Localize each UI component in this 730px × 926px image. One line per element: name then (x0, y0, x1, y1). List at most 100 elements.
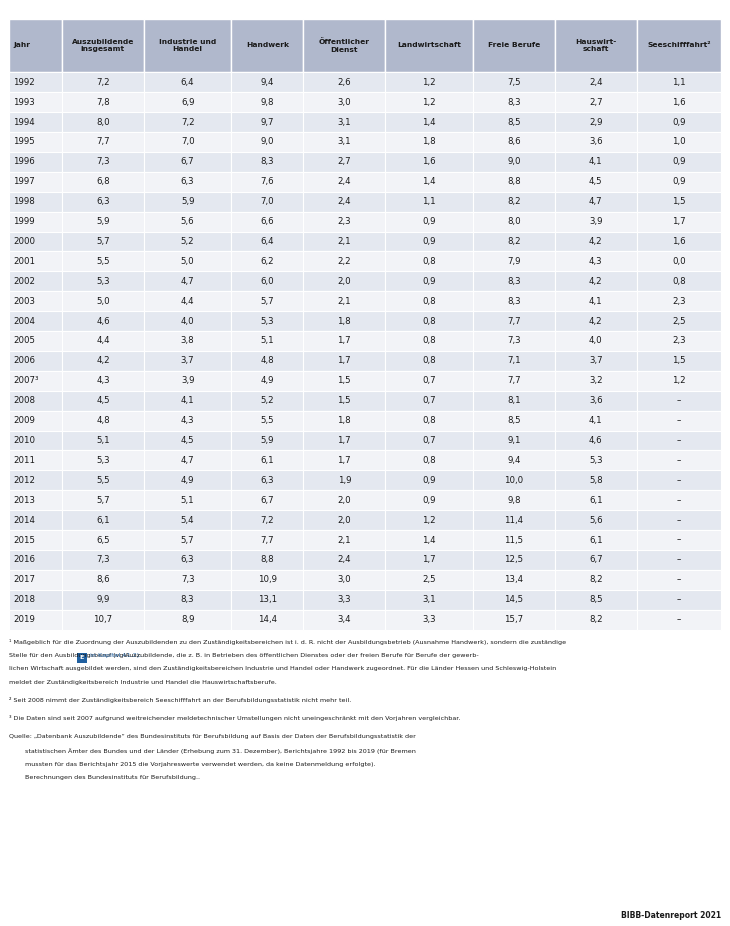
Text: 2,1: 2,1 (337, 535, 351, 544)
Bar (62, 112, 144, 131)
Bar (385, 411, 473, 431)
Bar (9, 291, 62, 311)
Text: 1,2: 1,2 (422, 516, 436, 525)
Text: 0,9: 0,9 (672, 177, 685, 186)
Text: 4,3: 4,3 (96, 376, 109, 385)
Text: 8,1: 8,1 (507, 396, 520, 406)
Bar (303, 72, 385, 93)
Text: 1995: 1995 (13, 137, 35, 146)
Text: Hauswirt-
schaft: Hauswirt- schaft (575, 39, 616, 52)
Text: 5,2: 5,2 (261, 396, 274, 406)
Text: 2003: 2003 (13, 296, 35, 306)
Text: 0,8: 0,8 (422, 336, 436, 345)
Bar (555, 530, 637, 550)
Text: 1,4: 1,4 (422, 177, 436, 186)
Bar (231, 131, 303, 152)
Bar (303, 510, 385, 530)
Text: 3,3: 3,3 (422, 615, 436, 624)
Bar (303, 192, 385, 211)
Text: 2,3: 2,3 (672, 296, 686, 306)
Bar (637, 232, 721, 251)
Text: 3,6: 3,6 (589, 137, 603, 146)
Text: 6,4: 6,4 (261, 237, 274, 246)
Bar (62, 470, 144, 491)
Bar (555, 331, 637, 351)
Text: 8,2: 8,2 (589, 575, 603, 584)
Text: 7,0: 7,0 (261, 197, 274, 206)
Bar (144, 431, 231, 451)
Text: 7,1: 7,1 (507, 357, 520, 366)
Bar (303, 152, 385, 172)
Bar (303, 609, 385, 630)
Bar (637, 470, 721, 491)
Text: 6,4: 6,4 (181, 78, 194, 87)
Bar (144, 192, 231, 211)
Bar (231, 411, 303, 431)
Text: 3,4: 3,4 (337, 615, 351, 624)
Bar (555, 232, 637, 251)
Text: 10,7: 10,7 (93, 615, 112, 624)
Bar (9, 93, 62, 112)
Text: 2,4: 2,4 (337, 556, 351, 565)
Text: 2005: 2005 (13, 336, 35, 345)
Bar (555, 351, 637, 370)
Text: 9,7: 9,7 (261, 118, 274, 127)
Bar (62, 411, 144, 431)
Bar (555, 311, 637, 332)
Bar (9, 510, 62, 530)
Bar (62, 351, 144, 370)
Bar (144, 491, 231, 510)
Bar (231, 570, 303, 590)
Bar (637, 331, 721, 351)
Text: statistischen Ämter des Bundes und der Länder (Erhebung zum 31. Dezember), Beric: statistischen Ämter des Bundes und der L… (9, 748, 415, 754)
Bar (9, 152, 62, 172)
Bar (9, 411, 62, 431)
Bar (637, 570, 721, 590)
Text: 4,8: 4,8 (261, 357, 274, 366)
Bar (144, 351, 231, 370)
Bar (231, 470, 303, 491)
Bar (555, 590, 637, 609)
Text: 5,7: 5,7 (96, 495, 109, 505)
Text: 0,0: 0,0 (672, 257, 686, 266)
Bar (473, 131, 555, 152)
Text: 2,6: 2,6 (337, 78, 351, 87)
Text: 5,6: 5,6 (589, 516, 603, 525)
Bar (231, 391, 303, 411)
Text: 0,8: 0,8 (422, 416, 436, 425)
Bar (555, 271, 637, 291)
Bar (9, 570, 62, 590)
Bar (9, 371, 62, 391)
Text: 8,5: 8,5 (589, 595, 603, 605)
Text: 5,4: 5,4 (181, 516, 194, 525)
Bar (555, 371, 637, 391)
Bar (231, 152, 303, 172)
Bar (144, 331, 231, 351)
Bar (385, 211, 473, 232)
Text: 4,7: 4,7 (589, 197, 603, 206)
Text: 11,5: 11,5 (504, 535, 523, 544)
Text: Freie Berufe: Freie Berufe (488, 43, 540, 48)
Bar (385, 232, 473, 251)
Text: 7,6: 7,6 (261, 177, 274, 186)
Text: 1998: 1998 (13, 197, 35, 206)
Bar (144, 609, 231, 630)
Bar (144, 570, 231, 590)
Bar (144, 411, 231, 431)
Text: 2006: 2006 (13, 357, 35, 366)
Bar (144, 112, 231, 131)
Bar (144, 211, 231, 232)
Bar (62, 590, 144, 609)
Text: 5,0: 5,0 (96, 296, 109, 306)
Bar (385, 431, 473, 451)
Bar (637, 192, 721, 211)
Text: 1,0: 1,0 (672, 137, 686, 146)
Text: 1,2: 1,2 (672, 376, 686, 385)
Text: 6,9: 6,9 (181, 97, 194, 106)
Text: 0,9: 0,9 (423, 476, 436, 485)
Bar (385, 152, 473, 172)
Bar (385, 451, 473, 470)
Bar (473, 371, 555, 391)
Bar (144, 311, 231, 332)
Bar (385, 271, 473, 291)
